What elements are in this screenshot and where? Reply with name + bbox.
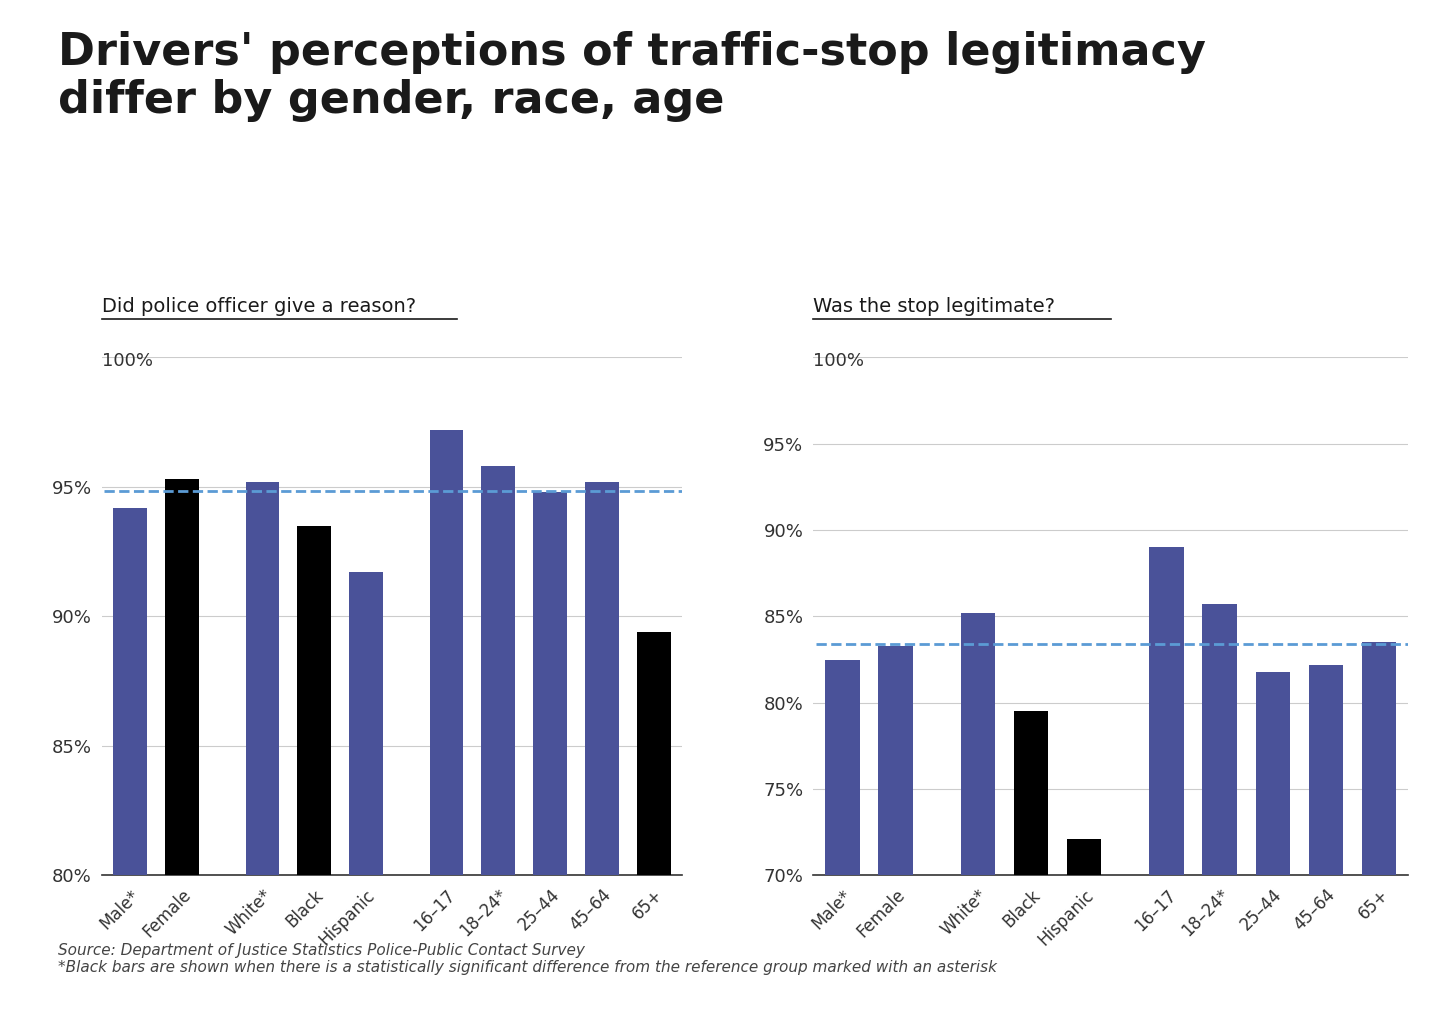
- Bar: [245, 482, 279, 875]
- Text: 100%: 100%: [813, 352, 864, 370]
- Text: Did police officer give a reason?: Did police officer give a reason?: [102, 297, 415, 316]
- Text: Was the stop legitimate?: Was the stop legitimate?: [813, 297, 1056, 316]
- Bar: [1150, 547, 1183, 875]
- Bar: [1067, 839, 1102, 875]
- Bar: [533, 492, 568, 875]
- Bar: [113, 508, 147, 875]
- Text: Source: Department of Justice Statistics Police-Public Contact Survey
*Black bar: Source: Department of Justice Statistics…: [58, 943, 998, 975]
- Text: 100%: 100%: [102, 352, 152, 370]
- Bar: [878, 645, 913, 875]
- Bar: [825, 660, 860, 875]
- Bar: [1362, 642, 1397, 875]
- Bar: [637, 632, 671, 875]
- Bar: [166, 479, 199, 875]
- Bar: [1308, 665, 1343, 875]
- Bar: [585, 482, 619, 875]
- Bar: [298, 526, 331, 875]
- Bar: [350, 572, 383, 875]
- Bar: [961, 613, 995, 875]
- Bar: [1256, 671, 1291, 875]
- Bar: [482, 466, 515, 875]
- Text: Drivers' perceptions of traffic-stop legitimacy
differ by gender, race, age: Drivers' perceptions of traffic-stop leg…: [58, 31, 1207, 122]
- Bar: [1013, 712, 1048, 875]
- Bar: [1202, 604, 1237, 875]
- Bar: [430, 430, 463, 875]
